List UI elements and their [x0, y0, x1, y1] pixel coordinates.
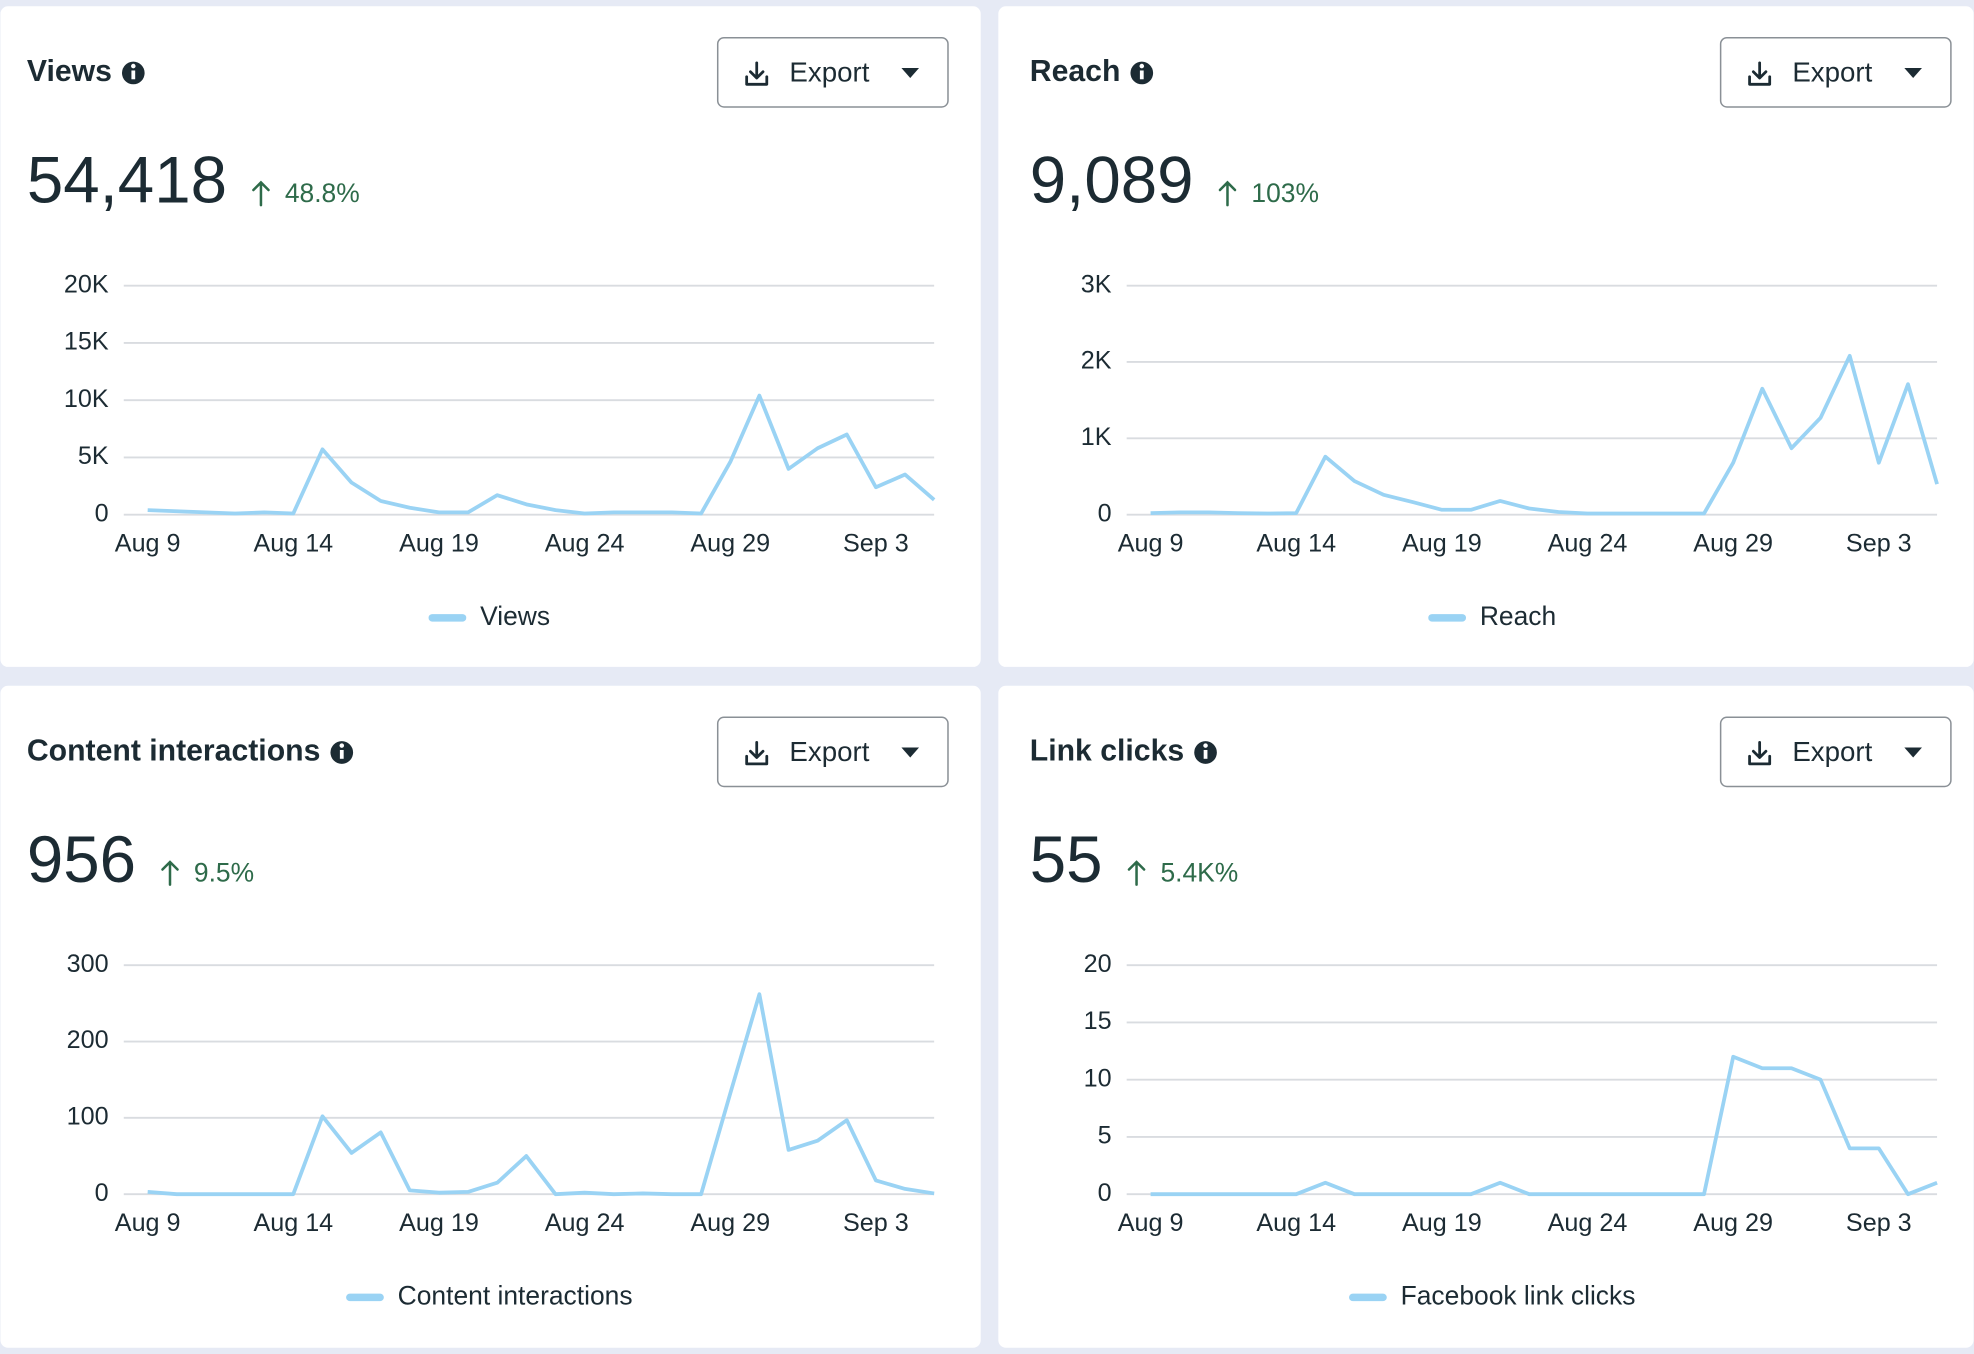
x-tick-label: Aug 14 — [1256, 530, 1336, 558]
y-tick-label: 3K — [1081, 270, 1112, 298]
panel — [998, 6, 1974, 667]
x-tick-label: Aug 14 — [253, 530, 333, 558]
y-tick-label: 10 — [1084, 1064, 1112, 1092]
download-icon — [1748, 61, 1772, 86]
data-line — [147, 393, 936, 516]
y-tick-label: 0 — [95, 499, 109, 527]
total-value: 55 — [1030, 823, 1103, 896]
dropdown-caret — [1904, 747, 1922, 758]
info-icon-dot — [1139, 63, 1145, 69]
y-tick-label: 10K — [64, 385, 109, 413]
export-label: Export — [1792, 57, 1872, 88]
up-arrow — [1127, 860, 1146, 886]
x-tick-label: Sep 3 — [1846, 530, 1912, 558]
panel-title: Link clicks — [1030, 734, 1184, 767]
y-tick-label: 1K — [1081, 423, 1112, 451]
x-tick-label: Sep 3 — [1846, 1209, 1912, 1237]
info-icon-bar — [1203, 749, 1208, 759]
x-tick-label: Aug 24 — [1548, 530, 1628, 558]
total-value: 9,089 — [1030, 143, 1194, 216]
export-label: Export — [1792, 736, 1872, 767]
y-tick-label: 2K — [1081, 347, 1112, 375]
y-tick-label: 5 — [1098, 1122, 1112, 1150]
download-icon — [745, 741, 769, 766]
dropdown-caret — [901, 747, 920, 758]
export-button[interactable] — [1719, 716, 1952, 788]
x-tick-label: Aug 29 — [1693, 1209, 1773, 1237]
y-tick-label: 300 — [67, 950, 109, 978]
x-tick-label: Aug 24 — [545, 1209, 625, 1237]
x-tick-label: Aug 19 — [1402, 530, 1482, 558]
up-arrow — [161, 860, 179, 886]
x-tick-label: Sep 3 — [843, 530, 909, 558]
panel — [0, 685, 981, 1348]
dropdown-caret — [901, 67, 920, 79]
y-tick-label: 100 — [67, 1102, 109, 1130]
info-icon-dot — [131, 63, 136, 69]
x-tick-label: Aug 19 — [1402, 1209, 1482, 1237]
export-button[interactable] — [1719, 36, 1952, 108]
x-tick-label: Aug 14 — [1256, 1209, 1336, 1237]
y-tick-label: 0 — [1098, 1179, 1112, 1207]
x-tick-label: Aug 9 — [1118, 1209, 1184, 1237]
export-label: Export — [789, 736, 869, 767]
download-icon — [1748, 741, 1772, 766]
y-tick-label: 15K — [64, 328, 109, 356]
x-tick-label: Aug 24 — [545, 530, 625, 558]
download-icon — [745, 61, 769, 86]
x-tick-label: Aug 29 — [690, 1209, 770, 1237]
export-label: Export — [789, 57, 869, 88]
x-tick-label: Aug 29 — [1693, 530, 1773, 558]
y-tick-label: 20K — [64, 270, 109, 298]
panel-title: Content interactions — [27, 734, 321, 767]
x-tick-label: Aug 9 — [115, 530, 181, 558]
panel — [998, 685, 1974, 1348]
up-arrow — [252, 180, 270, 207]
change-value: 9.5% — [194, 858, 254, 888]
y-tick-label: 15 — [1084, 1007, 1112, 1035]
x-tick-label: Aug 29 — [690, 530, 770, 558]
legend-label: Facebook link clicks — [1401, 1280, 1636, 1310]
panel — [0, 6, 981, 667]
change-value: 48.8% — [285, 178, 360, 208]
x-tick-label: Aug 9 — [1118, 530, 1184, 558]
y-tick-label: 0 — [95, 1179, 109, 1207]
change-value: 103% — [1251, 178, 1319, 208]
y-tick-label: 20 — [1084, 950, 1112, 978]
change-value: 5.4K% — [1160, 858, 1238, 888]
x-tick-label: Aug 9 — [115, 1209, 181, 1237]
legend-label: Reach — [1480, 601, 1556, 631]
export-button[interactable] — [716, 716, 949, 788]
legend-label: Views — [480, 601, 550, 631]
up-arrow — [1218, 180, 1237, 207]
data-line — [147, 992, 935, 1197]
x-tick-label: Aug 24 — [1548, 1209, 1628, 1237]
legend-label: Content interactions — [398, 1280, 633, 1310]
export-button[interactable] — [716, 36, 949, 108]
data-line — [1150, 1054, 1938, 1197]
data-line — [1150, 353, 1939, 516]
x-tick-label: Aug 19 — [399, 1209, 479, 1237]
x-tick-label: Aug 19 — [399, 530, 479, 558]
y-tick-label: 5K — [78, 442, 109, 470]
panel-title: Views — [27, 55, 112, 88]
total-value: 956 — [27, 823, 136, 896]
dropdown-caret — [1904, 67, 1922, 79]
info-icon-bar — [1139, 70, 1144, 80]
info-icon-dot — [339, 743, 345, 748]
panel-title: Reach — [1030, 55, 1121, 88]
y-tick-label: 200 — [67, 1026, 109, 1054]
info-icon-dot — [1203, 743, 1208, 748]
info-icon-bar — [131, 70, 136, 80]
x-tick-label: Sep 3 — [843, 1209, 909, 1237]
y-tick-label: 0 — [1098, 499, 1112, 527]
total-value: 54,418 — [27, 143, 227, 216]
x-tick-label: Aug 14 — [253, 1209, 333, 1237]
info-icon-bar — [339, 749, 344, 759]
